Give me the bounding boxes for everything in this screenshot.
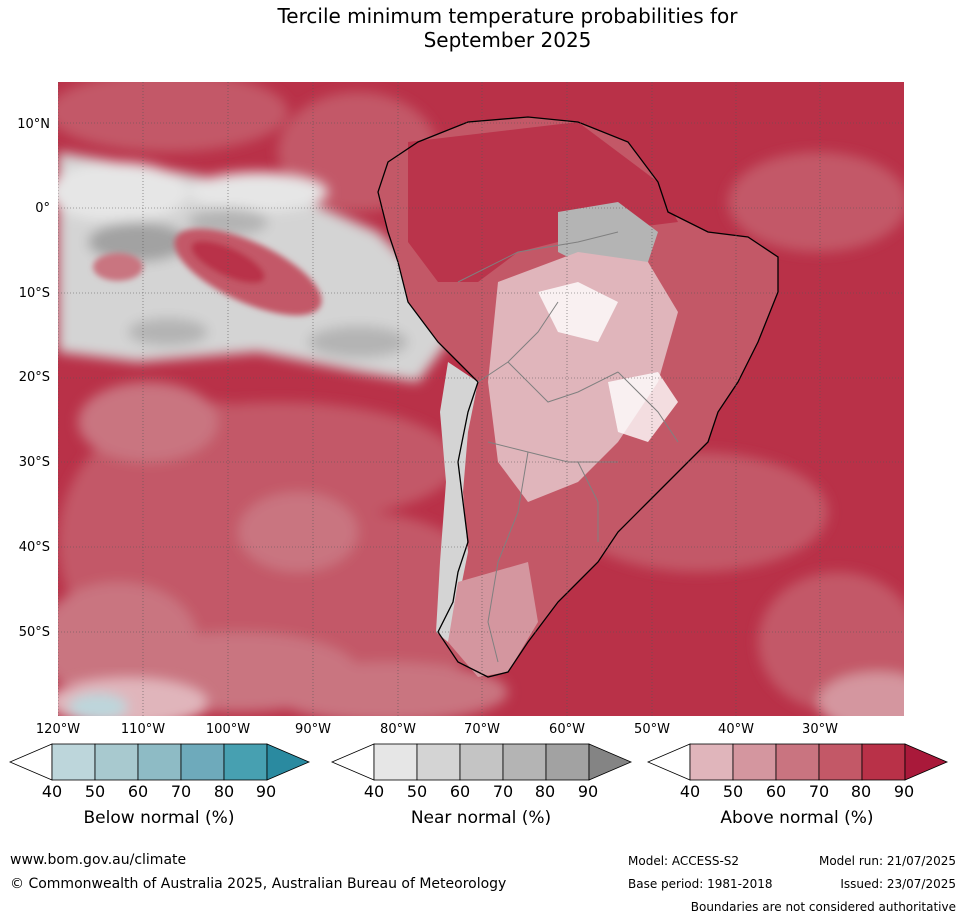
lon-label-110w: 110°W	[120, 722, 166, 737]
colorbar-low-extension	[330, 743, 375, 781]
colorbar-high-extension	[266, 743, 311, 781]
colorbar-high-extension	[904, 743, 949, 781]
colorbar-swatch	[502, 743, 547, 781]
lat-label-10s: 10°S	[18, 286, 50, 301]
model-text: Model: ACCESS-S2	[628, 854, 740, 868]
below-normal-title: Below normal (%)	[83, 808, 235, 828]
above-tick: 50	[722, 782, 744, 801]
below-tick: 90	[255, 782, 277, 801]
colorbar-graphics	[8, 743, 949, 781]
colorbar-swatch	[373, 743, 418, 781]
above-tick: 70	[808, 782, 830, 801]
below-normal-colorbar	[8, 743, 311, 781]
model-run-text: Model run: 21/07/2025	[818, 854, 956, 868]
lat-label-40s: 40°S	[18, 540, 50, 555]
colorbar-swatch	[861, 743, 906, 781]
above-tick: 90	[893, 782, 915, 801]
lon-label-120w: 120°W	[35, 722, 81, 737]
above-tick: 40	[679, 782, 701, 801]
lon-label-60w: 60°W	[549, 722, 585, 737]
coastline	[377, 116, 779, 678]
issued-text: Issued: 23/07/2025	[840, 877, 956, 891]
near-tick: 80	[534, 782, 556, 801]
lat-label-50s: 50°S	[18, 625, 50, 640]
colorbar-swatch	[818, 743, 863, 781]
below-normal-south-patch	[58, 677, 208, 716]
colorbar-swatch	[94, 743, 139, 781]
below-tick: 50	[84, 782, 106, 801]
lon-label-100w: 100°W	[205, 722, 251, 737]
colorbar-swatch	[51, 743, 96, 781]
colorbar-low-extension	[8, 743, 53, 781]
above-normal-colorbar	[646, 743, 949, 781]
map-title: Tercile minimum temperature probabilitie…	[0, 4, 965, 52]
lon-label-70w: 70°W	[464, 722, 500, 737]
colorbar-swatch	[416, 743, 461, 781]
graticule	[58, 82, 904, 716]
disclaimer-text: Boundaries are not considered authoritat…	[690, 900, 956, 914]
lon-label-50w: 50°W	[634, 722, 670, 737]
near-normal-title: Near normal (%)	[410, 808, 552, 828]
below-tick: 80	[213, 782, 235, 801]
south-america-land	[378, 117, 778, 677]
base-period-text: Base period: 1981-2018	[628, 877, 773, 891]
near-tick: 50	[406, 782, 428, 801]
country-borders	[457, 231, 679, 663]
near-tick: 90	[577, 782, 599, 801]
colorbar-swatch	[689, 743, 734, 781]
near-tick: 40	[363, 782, 385, 801]
colorbar-swatch	[137, 743, 182, 781]
lon-label-80w: 80°W	[380, 722, 416, 737]
above-normal-title: Above normal (%)	[720, 808, 874, 828]
copyright-text: © Commonwealth of Australia 2025, Austra…	[10, 876, 507, 892]
near-tick: 60	[449, 782, 471, 801]
near-tick: 70	[492, 782, 514, 801]
above-tick: 80	[850, 782, 872, 801]
colorbar-swatch	[223, 743, 268, 781]
lat-label-10n: 10°N	[17, 117, 50, 132]
colorbar-swatch	[180, 743, 225, 781]
below-tick: 70	[170, 782, 192, 801]
website-link[interactable]: www.bom.gov.au/climate	[10, 852, 187, 868]
colorbar-swatch	[459, 743, 504, 781]
above-tick: 60	[765, 782, 787, 801]
map-canvas	[58, 82, 904, 716]
lon-label-90w: 90°W	[295, 722, 331, 737]
colorbar-swatch	[732, 743, 777, 781]
probability-map	[58, 82, 904, 716]
lon-label-40w: 40°W	[718, 722, 754, 737]
title-line-1: Tercile minimum temperature probabilitie…	[277, 4, 738, 28]
below-tick: 40	[41, 782, 63, 801]
near-normal-colorbar	[330, 743, 633, 781]
lat-label-30s: 30°S	[18, 455, 50, 470]
above-normal-mid-field	[58, 82, 904, 716]
colorbar-swatch	[775, 743, 820, 781]
below-tick: 60	[127, 782, 149, 801]
lat-label-20s: 20°S	[18, 370, 50, 385]
title-line-2: September 2025	[423, 28, 592, 52]
colorbar-swatch	[545, 743, 590, 781]
lon-label-30w: 30°W	[802, 722, 838, 737]
lat-label-0: 0°	[35, 201, 50, 216]
colorbar-low-extension	[646, 743, 691, 781]
colorbar-high-extension	[588, 743, 633, 781]
